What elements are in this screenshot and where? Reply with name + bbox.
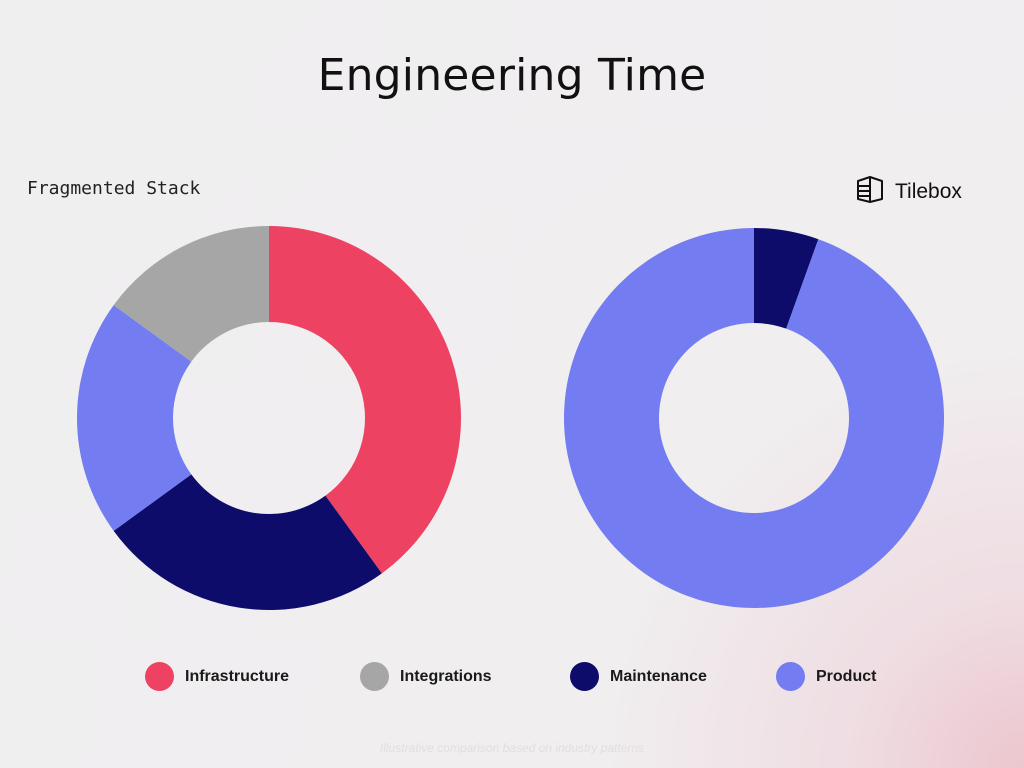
tilebox-slice-product bbox=[564, 228, 945, 608]
fragmented-stack-slice-product bbox=[76, 305, 192, 531]
fragmented-stack-slice-maintenance bbox=[113, 474, 382, 610]
fragmented-stack-slice-integrations bbox=[113, 226, 270, 362]
tilebox-brand: Tilebox bbox=[855, 174, 962, 209]
fragmented-stack-donut bbox=[76, 226, 461, 610]
fragmented-stack-slice-infrastructure bbox=[269, 226, 461, 574]
legend-label-integrations: Integrations bbox=[400, 667, 492, 685]
legend-swatch-maintenance bbox=[570, 662, 599, 691]
fragmented-stack-label: Fragmented Stack bbox=[27, 178, 201, 199]
legend-swatch-infrastructure bbox=[145, 662, 174, 691]
legend-item-maintenance: Maintenance bbox=[570, 662, 707, 691]
tilebox-logo-icon bbox=[855, 174, 885, 209]
tilebox-donut bbox=[564, 228, 945, 608]
legend-label-product: Product bbox=[816, 667, 877, 685]
legend: Infrastructure Integrations Maintenance … bbox=[0, 662, 1024, 694]
legend-item-infrastructure: Infrastructure bbox=[145, 662, 289, 691]
legend-swatch-product bbox=[776, 662, 805, 691]
page-title: Engineering Time bbox=[317, 50, 707, 101]
legend-label-infrastructure: Infrastructure bbox=[185, 667, 290, 685]
legend-item-integrations: Integrations bbox=[360, 662, 492, 691]
legend-swatch-integrations bbox=[360, 662, 389, 691]
legend-label-maintenance: Maintenance bbox=[610, 667, 707, 685]
footnote: Illustrative comparison based on industr… bbox=[379, 741, 645, 755]
legend-item-product: Product bbox=[776, 662, 876, 691]
tilebox-slice-maintenance bbox=[754, 228, 819, 329]
brand-name: Tilebox bbox=[895, 179, 962, 203]
